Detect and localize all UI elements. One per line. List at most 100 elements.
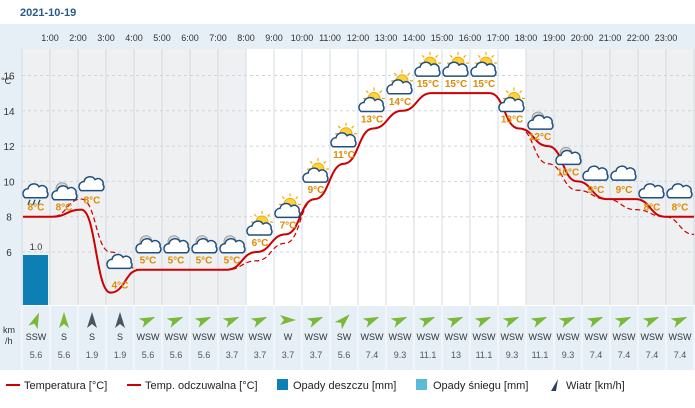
axis-column bbox=[0, 24, 22, 370]
wind-arrow-icon bbox=[138, 316, 156, 328]
wind-direction: S bbox=[117, 332, 123, 342]
rain-cloud-icon bbox=[22, 183, 49, 205]
svg-text:Temp. odczuwalna [°C]: Temp. odczuwalna [°C] bbox=[145, 380, 258, 392]
wind-direction: WSW bbox=[249, 332, 272, 342]
wind-arrow-shape bbox=[614, 316, 632, 328]
wind-speed: 7.4 bbox=[366, 350, 379, 360]
cloud-shape bbox=[498, 96, 525, 113]
sun-cloud-icon bbox=[302, 158, 329, 183]
temp-label: 8°C bbox=[644, 203, 661, 214]
cloud-shape bbox=[302, 167, 329, 183]
wind-arrow-icon bbox=[115, 312, 125, 328]
wind-arrow-shape bbox=[446, 316, 464, 328]
sun-ray bbox=[253, 213, 257, 217]
wind-arrow-shape bbox=[670, 316, 688, 328]
sun-ray bbox=[435, 54, 439, 58]
wind-speed: 7.4 bbox=[674, 350, 687, 360]
wind-arrow-shape bbox=[166, 316, 184, 328]
wind-arrow-icon bbox=[586, 316, 604, 328]
wind-direction: WSW bbox=[389, 332, 412, 342]
cloud-shape bbox=[163, 238, 190, 254]
sun-ray bbox=[477, 54, 481, 58]
night-cloud-icon bbox=[191, 235, 218, 254]
sun-cloud-icon bbox=[442, 52, 469, 77]
wind-arrow-icon bbox=[250, 316, 268, 328]
wind-direction: WSW bbox=[305, 332, 328, 342]
night-cloud-icon bbox=[51, 182, 78, 201]
y-tick-label: 6 bbox=[6, 248, 12, 259]
wind-speed: 5.6 bbox=[198, 350, 211, 360]
wind-arrow-icon bbox=[670, 316, 688, 328]
wind-speed: 11.1 bbox=[532, 350, 549, 360]
temp-label: 7°C bbox=[280, 220, 297, 231]
sun-ray bbox=[449, 54, 453, 58]
wind-speed: 9.3 bbox=[394, 350, 407, 360]
wind-direction: WSW bbox=[613, 332, 636, 342]
wind-arrow-icon bbox=[87, 312, 97, 328]
temp-unit-label: °C bbox=[1, 76, 12, 86]
rain-drop bbox=[27, 199, 31, 205]
wind-direction: WSW bbox=[473, 332, 496, 342]
wind-arrow-shape bbox=[642, 316, 660, 328]
cloud-shape bbox=[219, 238, 246, 254]
temp-label: 13°C bbox=[501, 114, 523, 125]
wind-arrow-shape bbox=[390, 316, 408, 328]
y-tick-label: 10 bbox=[3, 177, 15, 188]
hour-label: 16:00 bbox=[459, 33, 482, 43]
cloud-shape bbox=[78, 176, 105, 192]
sun-ray bbox=[323, 160, 327, 164]
y-tick-label: 8 bbox=[6, 213, 12, 224]
sun-cloud-icon bbox=[386, 69, 413, 95]
wind-speed: 3.7 bbox=[226, 350, 239, 360]
date-label: 2021-10-19 bbox=[20, 7, 76, 19]
wind-speed: 1.9 bbox=[114, 350, 127, 360]
wind-arrow-shape bbox=[28, 312, 39, 330]
sun-ray bbox=[393, 72, 397, 76]
hour-label: 7:00 bbox=[209, 33, 227, 43]
y-tick-label: 16 bbox=[3, 71, 15, 82]
svg-text:Temperatura [°C]: Temperatura [°C] bbox=[24, 380, 107, 392]
cloud-shape bbox=[246, 220, 273, 236]
wind-speed: 5.6 bbox=[338, 350, 351, 360]
rain-label: 1.0 bbox=[30, 242, 43, 252]
temp-label: 11°C bbox=[333, 150, 355, 161]
wind-direction: SSW bbox=[26, 332, 47, 342]
wind-direction: WSW bbox=[137, 332, 160, 342]
temp-label: 4°C bbox=[112, 280, 129, 291]
wind-arrow-icon bbox=[166, 316, 184, 328]
temperature-lines bbox=[23, 92, 695, 294]
wind-arrow-icon bbox=[59, 312, 69, 328]
wind-speed: 3.7 bbox=[282, 350, 295, 360]
svg-text:Opady deszczu [mm]: Opady deszczu [mm] bbox=[293, 380, 396, 392]
wind-speed: 9.3 bbox=[562, 350, 575, 360]
wind-arrow-icon bbox=[642, 316, 660, 328]
wind-arrow-shape bbox=[194, 316, 212, 328]
sun-ray bbox=[281, 196, 285, 200]
y-tick-label: 12 bbox=[3, 142, 15, 153]
cloud-icon bbox=[78, 176, 105, 192]
wind-arrow-icon bbox=[390, 316, 408, 328]
cloud-shape bbox=[470, 61, 497, 77]
wind-direction: WSW bbox=[669, 332, 692, 342]
temp-label: 5°C bbox=[140, 256, 157, 267]
night-cloud-icon bbox=[135, 235, 162, 254]
wind-arrow-shape bbox=[474, 316, 492, 328]
cloud-shape bbox=[358, 96, 385, 113]
hour-label: 20:00 bbox=[571, 33, 594, 43]
wind-direction: WSW bbox=[501, 332, 524, 342]
hour-label: 1:00 bbox=[41, 33, 59, 43]
temp-label: 8°C bbox=[28, 203, 45, 214]
moon-cloud-icon bbox=[555, 146, 582, 166]
hour-label: 9:00 bbox=[265, 33, 283, 43]
wind-speed: 5.6 bbox=[142, 350, 155, 360]
cloud-shape bbox=[527, 114, 554, 130]
temp-label: 9°C bbox=[616, 185, 633, 196]
wind-speed: 3.7 bbox=[254, 350, 267, 360]
sun-ray bbox=[267, 213, 271, 217]
wind-arrow-icon bbox=[502, 316, 520, 328]
precipitation-bars: 1.0 bbox=[23, 242, 48, 305]
hour-label: 2:00 bbox=[69, 33, 87, 43]
temp-label: 5°C bbox=[196, 256, 213, 267]
